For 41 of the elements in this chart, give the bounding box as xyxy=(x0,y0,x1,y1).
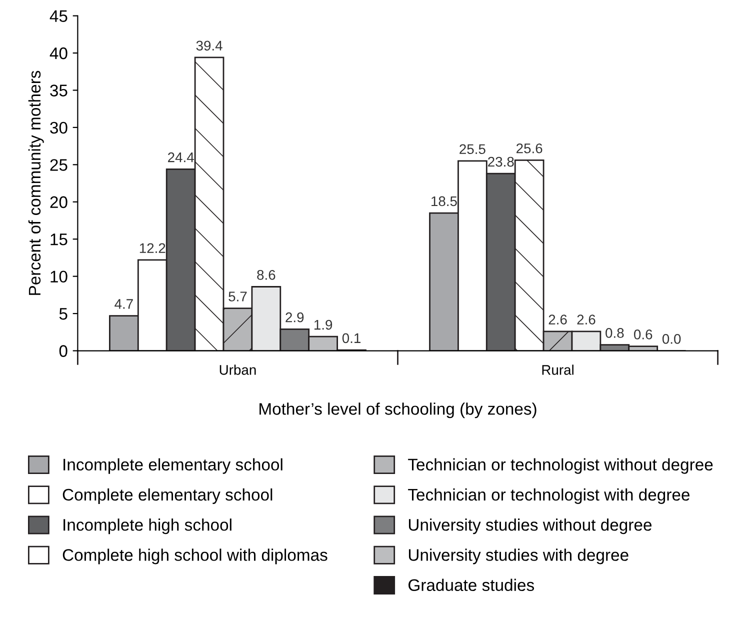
x-axis-title: Mother’s level of schooling (by zones) xyxy=(260,402,536,418)
data-label: 39.4 xyxy=(196,40,222,51)
y-tick-label: 15 xyxy=(50,234,68,246)
legend-label: Technician or technologist without degree xyxy=(408,458,713,474)
y-axis-title: Percent of community mothers xyxy=(28,70,44,295)
y-tick-label: 20 xyxy=(50,196,68,208)
x-tick-label: Urban xyxy=(220,364,256,375)
y-tick-label: 45 xyxy=(50,10,68,22)
legend-label: Incomplete elementary school xyxy=(64,458,282,474)
data-label: 0.8 xyxy=(606,328,624,338)
data-label: 4.7 xyxy=(114,299,133,309)
data-label: 2.6 xyxy=(548,314,567,324)
data-label: 1.9 xyxy=(314,320,332,330)
legend-label: University studies with degree xyxy=(408,548,628,564)
data-label: 0.6 xyxy=(634,330,652,340)
legend-label: Technician or technologist with degree xyxy=(408,488,690,504)
data-label: 18.5 xyxy=(432,196,457,206)
y-tick-label: 5 xyxy=(59,308,68,320)
data-label: 12.2 xyxy=(140,243,166,253)
legend-label: Complete high school with diplomas xyxy=(62,548,328,564)
y-tick-label: 35 xyxy=(50,84,68,96)
data-label: 2.9 xyxy=(286,312,304,322)
data-label: 5.7 xyxy=(228,292,247,302)
y-tick-label: 0 xyxy=(59,345,68,357)
data-label: 25.5 xyxy=(460,144,486,154)
y-tick-label: 30 xyxy=(50,122,68,134)
data-label: 2.6 xyxy=(577,314,596,324)
data-label: 8.6 xyxy=(257,270,276,280)
data-label: 23.8 xyxy=(488,156,514,167)
data-label: 0.0 xyxy=(662,334,681,344)
data-label: 24.4 xyxy=(168,152,194,162)
legend-label: Complete elementary school xyxy=(62,488,272,504)
data-label: 25.6 xyxy=(516,143,542,154)
data-label: 0.1 xyxy=(342,333,360,344)
y-tick-label: 10 xyxy=(50,270,68,283)
legend-label: Incomplete high school xyxy=(64,518,232,534)
y-tick-label: 40 xyxy=(50,47,68,60)
x-tick-label: Rural xyxy=(542,364,574,375)
legend-label: University studies without degree xyxy=(408,518,652,534)
legend-label: Graduate studies xyxy=(408,578,534,592)
y-tick-label: 25 xyxy=(50,159,68,171)
